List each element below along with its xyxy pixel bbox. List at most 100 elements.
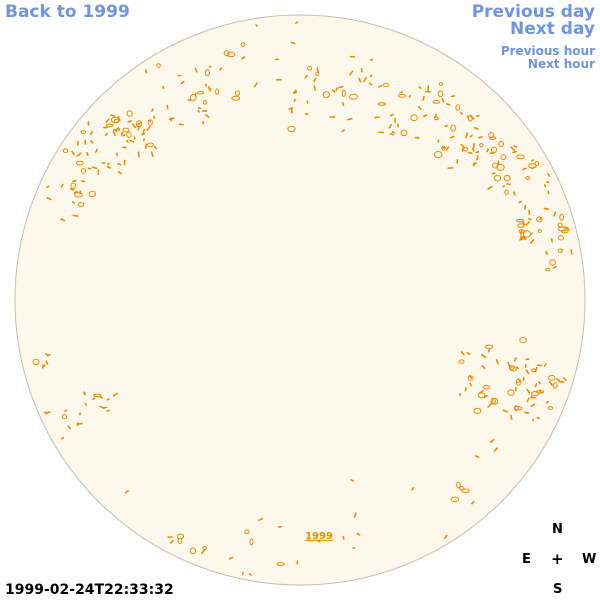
active-region-contour (494, 174, 502, 182)
active-region-contour (525, 176, 531, 180)
active-region-contour (146, 142, 155, 148)
active-region-contour (514, 405, 523, 411)
active-region-contour (423, 114, 428, 118)
active-region-contour (537, 229, 542, 233)
active-region-contour (86, 152, 89, 157)
active-region-contour (145, 69, 148, 74)
active-region-contour (168, 117, 175, 121)
active-region-contour (215, 88, 220, 95)
active-region-contour (437, 90, 444, 98)
active-region-contour (255, 24, 259, 28)
compass-south: S (553, 582, 563, 597)
active-region-contour (258, 517, 264, 522)
active-region-contour (105, 123, 114, 128)
active-region-contour (399, 91, 403, 94)
active-region-contour (530, 159, 535, 162)
active-region-contour (240, 42, 246, 47)
next-day-link[interactable]: Next day (510, 19, 595, 39)
active-region-contour (522, 167, 527, 171)
active-region-contour (60, 183, 64, 188)
active-region-contour (460, 350, 465, 356)
active-region-contour (466, 115, 470, 119)
active-region-contour (548, 374, 556, 381)
active-region-contour (523, 411, 530, 414)
active-region-contour (45, 185, 50, 188)
active-region-contour (550, 238, 554, 243)
active-region-contour (517, 223, 525, 229)
previous-hour-link[interactable]: Previous hour (500, 44, 595, 58)
active-region-contour (389, 113, 394, 117)
active-region-contour (518, 200, 523, 204)
active-region-contour (349, 93, 358, 100)
active-region-contour (290, 41, 296, 45)
active-region-contour (566, 227, 570, 231)
active-region-contour (156, 63, 161, 68)
active-region-contour (450, 124, 457, 132)
active-region-contour (177, 537, 183, 545)
active-region-contour (126, 131, 132, 138)
active-region-contour (112, 392, 119, 397)
active-region-contour (358, 77, 362, 83)
active-region-contour (112, 130, 116, 137)
year-link[interactable]: 1999 (305, 531, 333, 542)
active-region-contour (241, 56, 246, 60)
active-region-contour (276, 562, 285, 566)
active-region-contour (486, 148, 489, 153)
active-region-contour (538, 381, 541, 385)
active-region-contour (520, 229, 523, 236)
back-to-year-link[interactable]: Back to 1999 (5, 2, 130, 22)
active-region-contour (545, 250, 548, 256)
active-region-contour (46, 197, 52, 201)
active-region-contour (526, 388, 531, 394)
active-region-contour (444, 124, 449, 127)
active-region-contour (382, 82, 390, 88)
active-region-contour (253, 82, 258, 88)
active-region-contour (235, 90, 240, 96)
active-region-contour (126, 110, 133, 117)
active-region-contour (530, 232, 534, 236)
active-region-contour (83, 391, 86, 396)
active-region-contour (353, 512, 357, 518)
active-region-contour (72, 179, 77, 183)
active-region-contour (147, 119, 153, 126)
active-region-contour (60, 436, 65, 440)
active-region-contour (479, 389, 484, 394)
active-region-contour (363, 76, 367, 83)
active-region-contour (459, 111, 463, 115)
active-region-contour (558, 226, 567, 232)
active-region-contour (106, 398, 110, 401)
active-region-contour (538, 389, 542, 394)
active-region-contour (433, 113, 437, 118)
active-region-contour (124, 489, 129, 494)
active-region-contour (493, 447, 499, 452)
active-region-contour (92, 397, 96, 401)
active-region-contour (464, 387, 468, 392)
active-region-contour (241, 571, 244, 576)
active-region-contour (502, 185, 506, 188)
active-region-contour (349, 70, 354, 76)
active-region-contour (231, 95, 241, 101)
active-region-contour (509, 414, 513, 420)
active-region-contour (388, 124, 393, 129)
active-region-contour (202, 99, 207, 105)
active-region-contour (132, 123, 136, 129)
active-region-contour (529, 239, 535, 244)
active-region-contour (531, 391, 540, 397)
active-region-contour (122, 134, 126, 137)
active-region-contour (347, 117, 353, 121)
active-region-contour (194, 67, 198, 73)
active-region-contour (513, 191, 516, 196)
active-region-contour (422, 95, 425, 101)
active-region-contour (315, 72, 320, 77)
next-hour-link[interactable]: Next hour (527, 57, 595, 71)
active-region-contour (374, 116, 380, 119)
active-region-contour (482, 384, 490, 390)
active-region-contour (503, 174, 511, 182)
active-region-contour (546, 181, 550, 184)
active-region-contour (530, 403, 536, 408)
active-region-contour (506, 183, 511, 186)
previous-day-link[interactable]: Previous day (471, 2, 595, 22)
active-region-contour (458, 392, 462, 397)
active-region-contour (62, 148, 69, 153)
active-region-contour (548, 381, 553, 386)
